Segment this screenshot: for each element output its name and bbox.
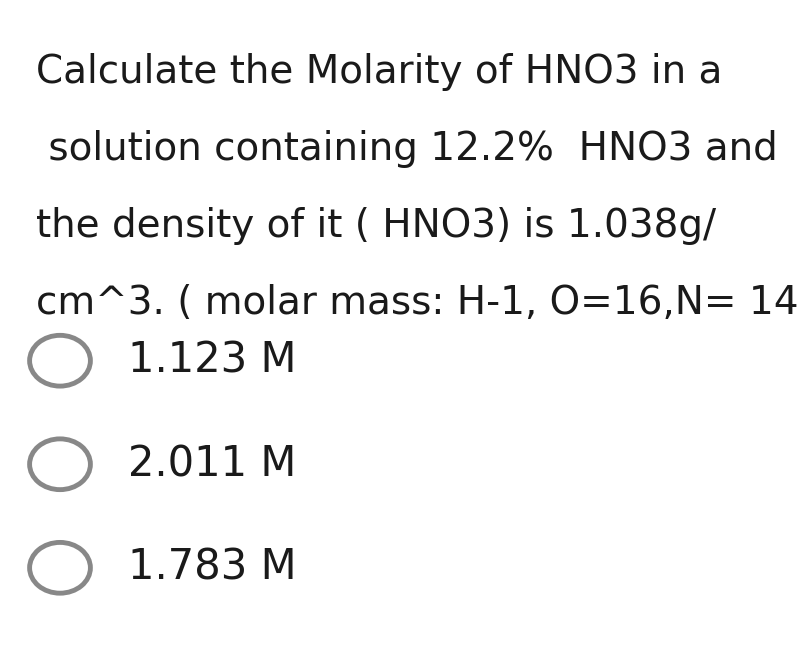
Text: 1.783 M: 1.783 M xyxy=(128,547,297,589)
Text: solution containing 12.2%  HNO3 and: solution containing 12.2% HNO3 and xyxy=(36,130,778,168)
Text: Calculate the Molarity of HNO3 in a: Calculate the Molarity of HNO3 in a xyxy=(36,53,722,92)
Text: 2.011 M: 2.011 M xyxy=(128,444,296,485)
Text: the density of it ( HNO3) is 1.038g/: the density of it ( HNO3) is 1.038g/ xyxy=(36,207,716,245)
Text: 1.123 M: 1.123 M xyxy=(128,340,297,381)
Text: cm^3. ( molar mass: H-1, O=16,N= 14): cm^3. ( molar mass: H-1, O=16,N= 14) xyxy=(36,284,800,322)
